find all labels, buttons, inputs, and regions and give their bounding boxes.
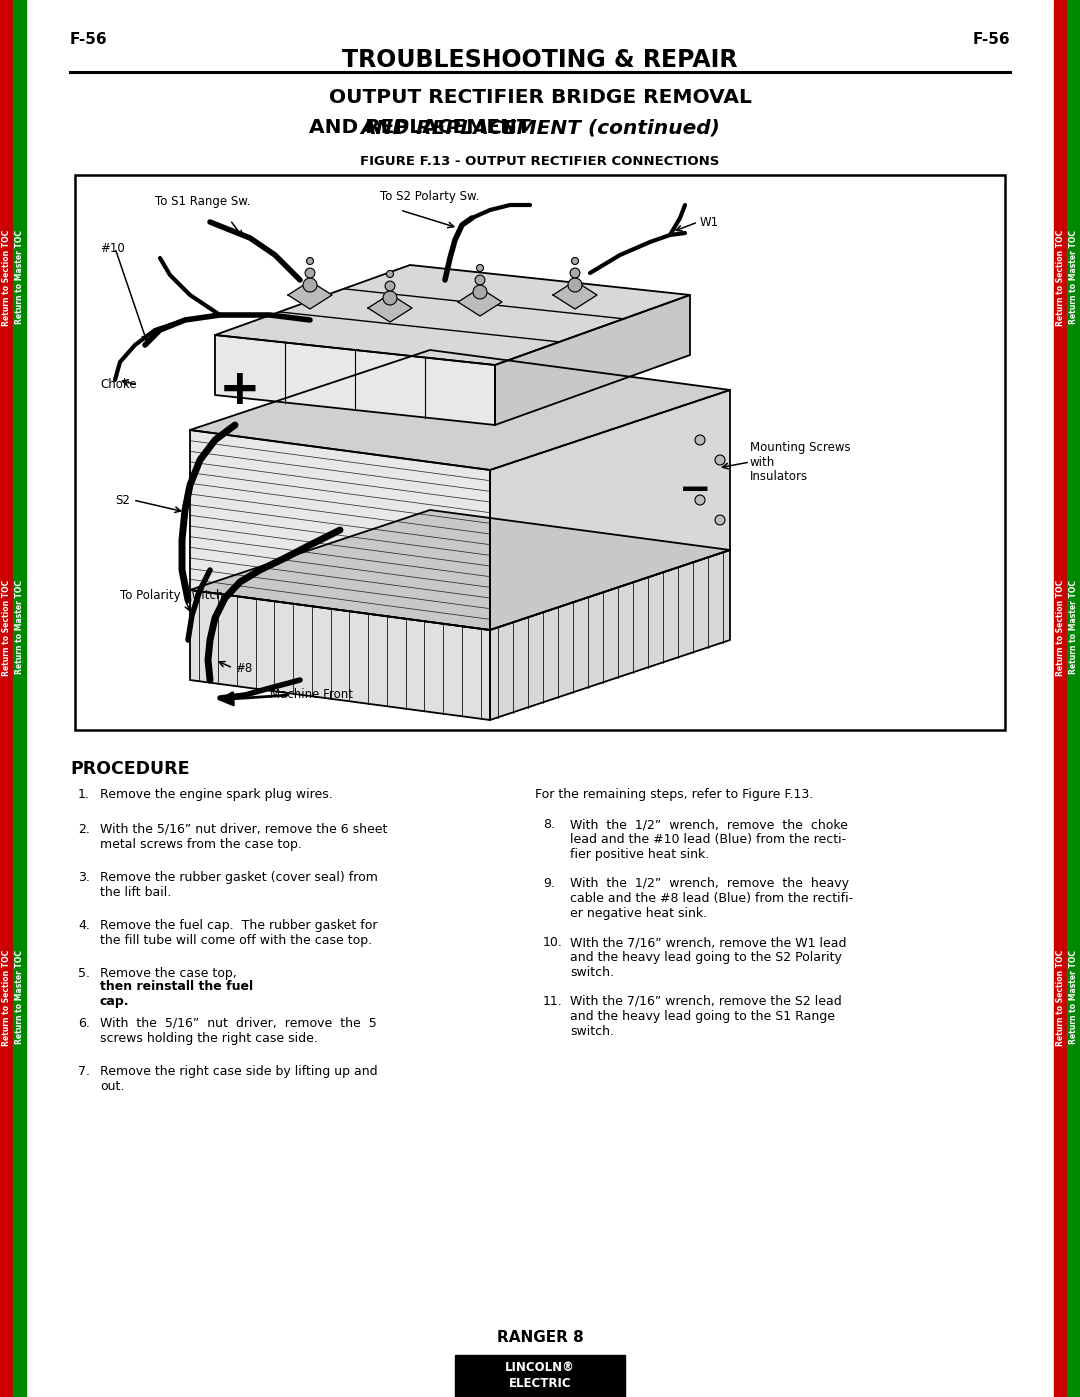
- Text: With the 7/16” wrench, remove the S2 lead
and the heavy lead going to the S1 Ran: With the 7/16” wrench, remove the S2 lea…: [570, 995, 841, 1038]
- Text: Remove the case top,: Remove the case top,: [100, 967, 241, 981]
- Text: To S1 Range Sw.: To S1 Range Sw.: [156, 196, 251, 208]
- Text: ELECTRIC: ELECTRIC: [509, 1377, 571, 1390]
- Text: With  the  5/16”  nut  driver,  remove  the  5
screws holding the right case sid: With the 5/16” nut driver, remove the 5 …: [100, 1017, 377, 1045]
- Text: Machine Front: Machine Front: [270, 689, 353, 701]
- Text: Return to Section TOC: Return to Section TOC: [2, 231, 11, 327]
- Text: FIGURE F.13 - OUTPUT RECTIFIER CONNECTIONS: FIGURE F.13 - OUTPUT RECTIFIER CONNECTIO…: [361, 155, 719, 168]
- Text: Return to Section TOC: Return to Section TOC: [2, 950, 11, 1046]
- Text: With the 5/16” nut driver, remove the 6 sheet
metal screws from the case top.: With the 5/16” nut driver, remove the 6 …: [100, 823, 388, 851]
- Text: 1.: 1.: [78, 788, 90, 800]
- Text: #10: #10: [100, 242, 125, 254]
- Circle shape: [571, 257, 579, 264]
- Text: Return to Section TOC: Return to Section TOC: [1056, 231, 1065, 327]
- Text: AND REPLACEMENT: AND REPLACEMENT: [309, 117, 538, 137]
- Text: Return to Master TOC: Return to Master TOC: [15, 950, 24, 1044]
- Circle shape: [387, 271, 393, 278]
- Bar: [75, 175, 1005, 731]
- Text: With  the  1/2”  wrench,  remove  the  choke
lead and the #10 lead (Blue) from t: With the 1/2” wrench, remove the choke l…: [570, 819, 848, 861]
- Bar: [1067, 0, 1080, 1397]
- Text: TROUBLESHOOTING & REPAIR: TROUBLESHOOTING & REPAIR: [342, 47, 738, 73]
- Circle shape: [386, 281, 395, 291]
- Text: Remove the rubber gasket (cover seal) from
the lift bail.: Remove the rubber gasket (cover seal) fr…: [100, 870, 378, 900]
- Text: Mounting Screws
with
Insulators: Mounting Screws with Insulators: [750, 440, 851, 483]
- Text: then reinstall the fuel
cap.: then reinstall the fuel cap.: [100, 981, 253, 1009]
- Polygon shape: [190, 590, 490, 719]
- Text: #8: #8: [235, 662, 253, 675]
- Bar: [455, 1355, 625, 1397]
- Circle shape: [696, 434, 705, 446]
- Text: For the remaining steps, refer to Figure F.13.: For the remaining steps, refer to Figure…: [535, 788, 813, 800]
- Polygon shape: [190, 351, 730, 469]
- Text: 8.: 8.: [543, 819, 555, 831]
- Text: 11.: 11.: [543, 995, 563, 1009]
- Text: Return to Master TOC: Return to Master TOC: [15, 580, 24, 673]
- Text: −: −: [678, 471, 712, 509]
- Text: 4.: 4.: [78, 919, 90, 932]
- Circle shape: [696, 495, 705, 504]
- Text: Return to Master TOC: Return to Master TOC: [1069, 231, 1078, 324]
- Text: Return to Master TOC: Return to Master TOC: [15, 231, 24, 324]
- Text: Choke: Choke: [100, 379, 137, 391]
- Circle shape: [473, 285, 487, 299]
- Polygon shape: [215, 335, 495, 425]
- Circle shape: [475, 275, 485, 285]
- Text: LINCOLN®: LINCOLN®: [505, 1361, 575, 1375]
- Bar: [13, 0, 26, 1397]
- Text: 10.: 10.: [543, 936, 563, 949]
- Text: Remove the fuel cap.  The rubber gasket for
the fill tube will come off with the: Remove the fuel cap. The rubber gasket f…: [100, 919, 378, 947]
- Text: OUTPUT RECTIFIER BRIDGE REMOVAL: OUTPUT RECTIFIER BRIDGE REMOVAL: [328, 88, 752, 108]
- Polygon shape: [190, 430, 490, 630]
- Circle shape: [568, 278, 582, 292]
- Text: PROCEDURE: PROCEDURE: [70, 760, 189, 778]
- Text: To Polarity Switch: To Polarity Switch: [120, 588, 224, 602]
- Polygon shape: [288, 281, 332, 309]
- Polygon shape: [495, 295, 690, 425]
- Text: Return to Master TOC: Return to Master TOC: [1069, 950, 1078, 1044]
- Text: With  the  1/2”  wrench,  remove  the  heavy
cable and the #8 lead (Blue) from t: With the 1/2” wrench, remove the heavy c…: [570, 877, 853, 921]
- Polygon shape: [490, 550, 730, 719]
- Text: S2: S2: [114, 493, 130, 507]
- Text: 5.: 5.: [78, 967, 90, 981]
- Bar: [1054, 0, 1067, 1397]
- Text: 7.: 7.: [78, 1065, 90, 1078]
- Polygon shape: [190, 510, 730, 630]
- Text: W1: W1: [700, 215, 719, 229]
- Circle shape: [306, 268, 315, 278]
- Polygon shape: [553, 281, 597, 309]
- Circle shape: [715, 515, 725, 525]
- Text: F-56: F-56: [70, 32, 108, 47]
- Circle shape: [303, 278, 318, 292]
- Polygon shape: [458, 288, 502, 316]
- Text: 6.: 6.: [78, 1017, 90, 1030]
- Polygon shape: [490, 390, 730, 630]
- Text: Remove the right case side by lifting up and
out.: Remove the right case side by lifting up…: [100, 1065, 378, 1092]
- Circle shape: [307, 257, 313, 264]
- Bar: [0, 0, 13, 1397]
- Text: Return to Section TOC: Return to Section TOC: [2, 580, 11, 676]
- Text: Return to Section TOC: Return to Section TOC: [1056, 950, 1065, 1046]
- Text: Return to Master TOC: Return to Master TOC: [1069, 580, 1078, 673]
- Circle shape: [570, 268, 580, 278]
- Polygon shape: [215, 265, 690, 365]
- Text: RANGER 8: RANGER 8: [497, 1330, 583, 1345]
- Text: +: +: [219, 366, 261, 414]
- Circle shape: [715, 455, 725, 465]
- Text: 9.: 9.: [543, 877, 555, 890]
- Text: To S2 Polarty Sw.: To S2 Polarty Sw.: [380, 190, 480, 203]
- Text: AND REPLACEMENT (continued): AND REPLACEMENT (continued): [360, 117, 720, 137]
- Circle shape: [383, 291, 397, 305]
- Text: 2.: 2.: [78, 823, 90, 835]
- Text: F-56: F-56: [972, 32, 1010, 47]
- Text: WIth the 7/16” wrench, remove the W1 lead
and the heavy lead going to the S2 Pol: WIth the 7/16” wrench, remove the W1 lea…: [570, 936, 847, 979]
- Polygon shape: [368, 293, 411, 321]
- Circle shape: [476, 264, 484, 271]
- Text: Remove the engine spark plug wires.: Remove the engine spark plug wires.: [100, 788, 333, 800]
- Text: Return to Section TOC: Return to Section TOC: [1056, 580, 1065, 676]
- Text: 3.: 3.: [78, 870, 90, 884]
